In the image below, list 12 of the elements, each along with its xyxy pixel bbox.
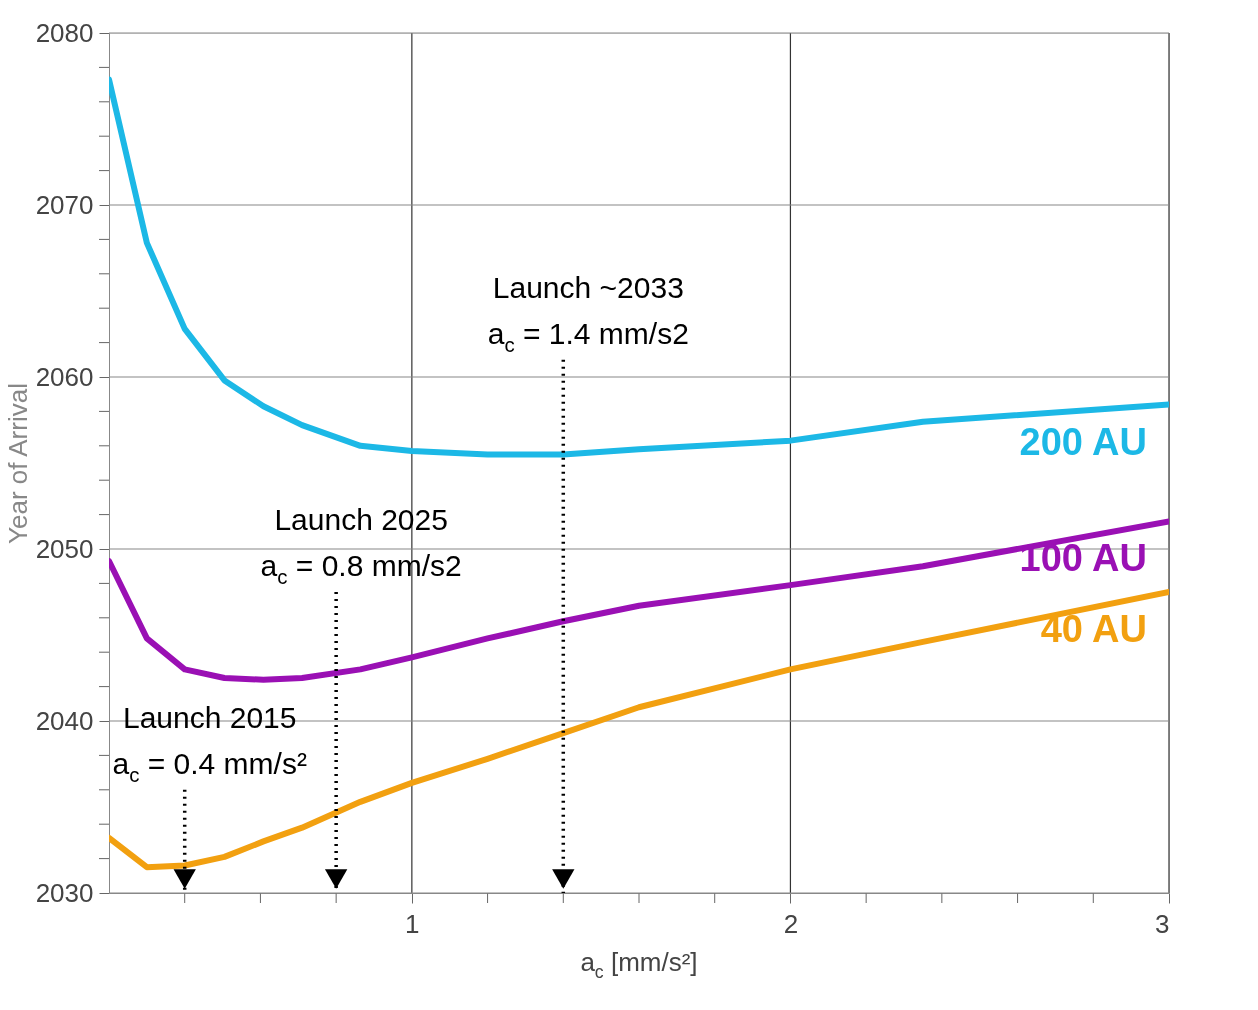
series-label: 200 AU [1019,420,1147,463]
y-axis-title: Year of Arrival [2,383,33,544]
y-tick-label: 2030 [35,877,94,908]
y-tick-label: 2050 [35,533,94,564]
y-tick-label: 2040 [35,705,94,736]
y-tick-label: 2070 [35,189,94,220]
x-tick-label: 3 [1155,908,1170,939]
y-tick-label: 2080 [35,17,94,48]
y-tick-label: 2060 [35,361,94,392]
x-tick-label: 2 [783,908,799,939]
series-label: 40 AU [1040,608,1147,650]
x-tick-label: 1 [405,908,420,939]
